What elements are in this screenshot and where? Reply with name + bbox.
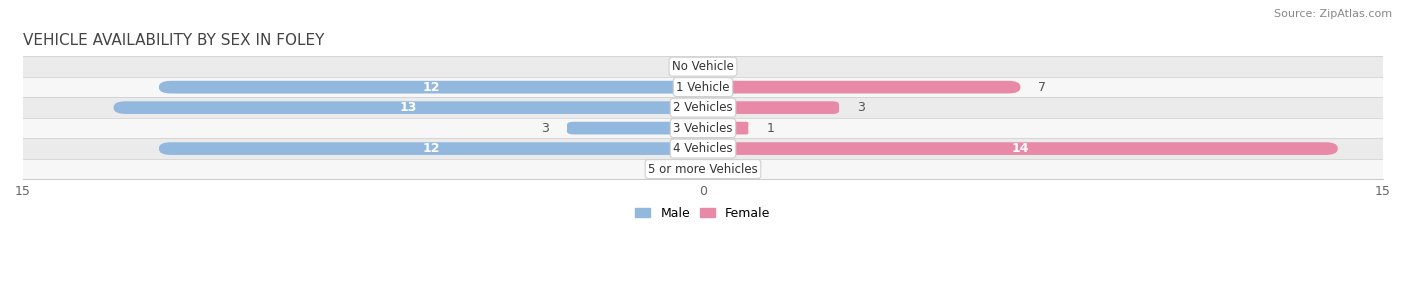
Text: No Vehicle: No Vehicle bbox=[672, 60, 734, 73]
Bar bbox=[22, 118, 1384, 138]
Text: 12: 12 bbox=[422, 81, 440, 94]
Text: 0: 0 bbox=[721, 163, 730, 176]
Text: 0: 0 bbox=[721, 60, 730, 73]
FancyBboxPatch shape bbox=[703, 81, 1021, 94]
FancyBboxPatch shape bbox=[695, 163, 703, 175]
Text: 13: 13 bbox=[399, 101, 418, 114]
Text: 4 Vehicles: 4 Vehicles bbox=[673, 142, 733, 155]
Bar bbox=[22, 77, 1384, 97]
Text: 5 or more Vehicles: 5 or more Vehicles bbox=[648, 163, 758, 176]
Bar bbox=[22, 56, 1384, 77]
FancyBboxPatch shape bbox=[703, 163, 711, 175]
Bar bbox=[22, 97, 1384, 118]
Legend: Male, Female: Male, Female bbox=[630, 202, 776, 225]
Text: Source: ZipAtlas.com: Source: ZipAtlas.com bbox=[1274, 9, 1392, 19]
FancyBboxPatch shape bbox=[703, 60, 711, 73]
Text: 14: 14 bbox=[1011, 142, 1029, 155]
FancyBboxPatch shape bbox=[159, 81, 703, 94]
Text: 2 Vehicles: 2 Vehicles bbox=[673, 101, 733, 114]
Text: 1 Vehicle: 1 Vehicle bbox=[676, 81, 730, 94]
Bar bbox=[22, 138, 1384, 159]
Text: 0: 0 bbox=[676, 60, 685, 73]
Text: 3: 3 bbox=[858, 101, 865, 114]
Text: 1: 1 bbox=[766, 122, 775, 135]
FancyBboxPatch shape bbox=[159, 142, 703, 155]
Text: 0: 0 bbox=[676, 163, 685, 176]
Text: 7: 7 bbox=[1039, 81, 1046, 94]
Text: 3: 3 bbox=[541, 122, 548, 135]
FancyBboxPatch shape bbox=[567, 122, 703, 135]
FancyBboxPatch shape bbox=[703, 122, 748, 135]
FancyBboxPatch shape bbox=[114, 101, 703, 114]
Bar bbox=[22, 159, 1384, 179]
FancyBboxPatch shape bbox=[695, 60, 703, 73]
FancyBboxPatch shape bbox=[703, 101, 839, 114]
FancyBboxPatch shape bbox=[703, 142, 1337, 155]
Text: 3 Vehicles: 3 Vehicles bbox=[673, 122, 733, 135]
Text: VEHICLE AVAILABILITY BY SEX IN FOLEY: VEHICLE AVAILABILITY BY SEX IN FOLEY bbox=[22, 33, 325, 48]
Text: 12: 12 bbox=[422, 142, 440, 155]
